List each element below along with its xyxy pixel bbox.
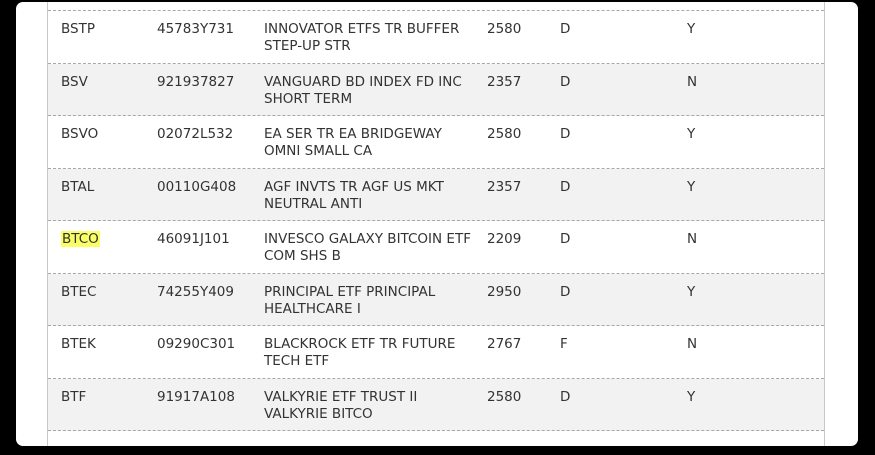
code-cell: 2580: [487, 388, 522, 405]
symbol-cell: BSV: [61, 74, 88, 91]
security-name-cell: INNOVATOR ETFS TR BUFFER STEP-UP STR: [264, 21, 474, 55]
symbol-cell: BTF: [61, 389, 86, 406]
flag-cell: Y: [687, 283, 696, 300]
security-name-line2: STEP-UP STR: [264, 38, 351, 54]
security-name-line2: HEALTHCARE I: [264, 300, 361, 317]
cusip-cell: 45783Y731: [157, 21, 234, 37]
security-name-line1: INNOVATOR ETFS TR BUFFER: [264, 21, 460, 37]
symbol-text: BTEC: [61, 283, 97, 300]
security-name-cell: INVESCO GALAXY BITCOIN ETF COM SHS B: [264, 231, 474, 265]
cusip-cell: 02072L532: [157, 126, 234, 142]
code-cell: 2209: [487, 231, 522, 247]
flag-cell: N: [687, 231, 698, 247]
flag-cell: N: [687, 336, 698, 352]
security-name-line2: NEUTRAL ANTI: [264, 195, 363, 212]
security-name-line1: VANGUARD BD INDEX FD INC: [264, 73, 462, 90]
table-row: BTAL 00110G408 AGF INVTS TR AGF US MKT N…: [48, 168, 824, 221]
type-cell: D: [560, 126, 571, 142]
table-row: BTEK 09290C301 BLACKROCK ETF TR FUTURE T…: [48, 326, 824, 379]
type-cell: D: [560, 231, 571, 247]
security-name-line1: BLACKROCK ETF TR FUTURE: [264, 336, 456, 352]
cusip-cell: 00110G408: [157, 178, 237, 195]
symbol-text: BSV: [61, 73, 88, 90]
type-cell: D: [560, 388, 571, 405]
type-cell: D: [560, 21, 571, 37]
securities-table: BSTP 45783Y731 INNOVATOR ETFS TR BUFFER …: [47, 2, 825, 446]
security-name-line1: EA SER TR EA BRIDGEWAY: [264, 126, 442, 142]
security-name-line2: TECH ETF: [264, 353, 330, 369]
cusip-cell: 09290C301: [157, 336, 236, 352]
symbol-cell: BTEC: [61, 284, 96, 301]
table-row: BTEC 74255Y409 PRINCIPAL ETF PRINCIPAL H…: [48, 273, 824, 326]
table-row: BTF 91917A108 VALKYRIE ETF TRUST II VALK…: [48, 378, 824, 431]
security-name-cell: VANGUARD BD INDEX FD INC SHORT TERM: [264, 74, 474, 108]
code-cell: 2357: [487, 178, 522, 195]
symbol-text: BSVO: [61, 126, 99, 142]
flag-cell: Y: [687, 178, 696, 195]
security-name-cell: AGF INVTS TR AGF US MKT NEUTRAL ANTI: [264, 179, 474, 213]
flag-cell: Y: [687, 126, 696, 142]
symbol-text: BTCO: [61, 231, 100, 247]
code-cell: 2950: [487, 283, 522, 300]
security-name-line1: INVESCO GALAXY BITCOIN ETF: [264, 231, 471, 247]
security-name-line2: OMNI SMALL CA: [264, 143, 373, 159]
security-name-line1: AGF INVTS TR AGF US MKT: [264, 178, 444, 195]
table-body: BSTP 45783Y731 INNOVATOR ETFS TR BUFFER …: [48, 11, 824, 431]
flag-cell: N: [687, 73, 698, 90]
code-cell: 2767: [487, 336, 522, 352]
code-cell: 2580: [487, 21, 522, 37]
type-cell: D: [560, 283, 571, 300]
security-name-line2: SHORT TERM: [264, 90, 353, 107]
symbol-cell: BTAL: [61, 179, 94, 196]
symbol-cell: BSVO: [61, 126, 98, 143]
security-name-line1: VALKYRIE ETF TRUST II: [264, 388, 418, 405]
security-name-line2: COM SHS B: [264, 248, 341, 264]
security-name-cell: VALKYRIE ETF TRUST II VALKYRIE BITCO: [264, 389, 474, 423]
flag-cell: Y: [687, 21, 696, 37]
table-top-divider: [48, 10, 824, 11]
flag-cell: Y: [687, 388, 696, 405]
security-name-line1: PRINCIPAL ETF PRINCIPAL: [264, 283, 436, 300]
symbol-cell: BTEK: [61, 336, 96, 353]
table-row: BTCO 46091J101 INVESCO GALAXY BITCOIN ET…: [48, 221, 824, 274]
security-name-cell: BLACKROCK ETF TR FUTURE TECH ETF: [264, 336, 474, 370]
security-name-line2: VALKYRIE BITCO: [264, 405, 373, 422]
symbol-text: BTEK: [61, 336, 96, 352]
table-row: BSVO 02072L532 EA SER TR EA BRIDGEWAY OM…: [48, 116, 824, 169]
type-cell: D: [560, 178, 571, 195]
symbol-text: BTF: [61, 388, 87, 405]
cusip-cell: 46091J101: [157, 231, 230, 247]
cusip-cell: 91917A108: [157, 388, 235, 405]
table-row: BSV 921937827 VANGUARD BD INDEX FD INC S…: [48, 63, 824, 116]
code-cell: 2580: [487, 126, 522, 142]
symbol-cell: BSTP: [61, 21, 95, 38]
browser-window: BSTP 45783Y731 INNOVATOR ETFS TR BUFFER …: [16, 2, 858, 446]
cusip-cell: 74255Y409: [157, 283, 234, 300]
symbol-text: BTAL: [61, 178, 95, 195]
code-cell: 2357: [487, 73, 522, 90]
security-name-cell: EA SER TR EA BRIDGEWAY OMNI SMALL CA: [264, 126, 474, 160]
symbol-text: BSTP: [61, 21, 95, 37]
type-cell: D: [560, 73, 571, 90]
security-name-cell: PRINCIPAL ETF PRINCIPAL HEALTHCARE I: [264, 284, 474, 318]
table-row: BSTP 45783Y731 INNOVATOR ETFS TR BUFFER …: [48, 11, 824, 64]
type-cell: F: [560, 336, 568, 352]
cusip-cell: 921937827: [157, 73, 235, 90]
symbol-cell: BTCO: [61, 231, 100, 248]
